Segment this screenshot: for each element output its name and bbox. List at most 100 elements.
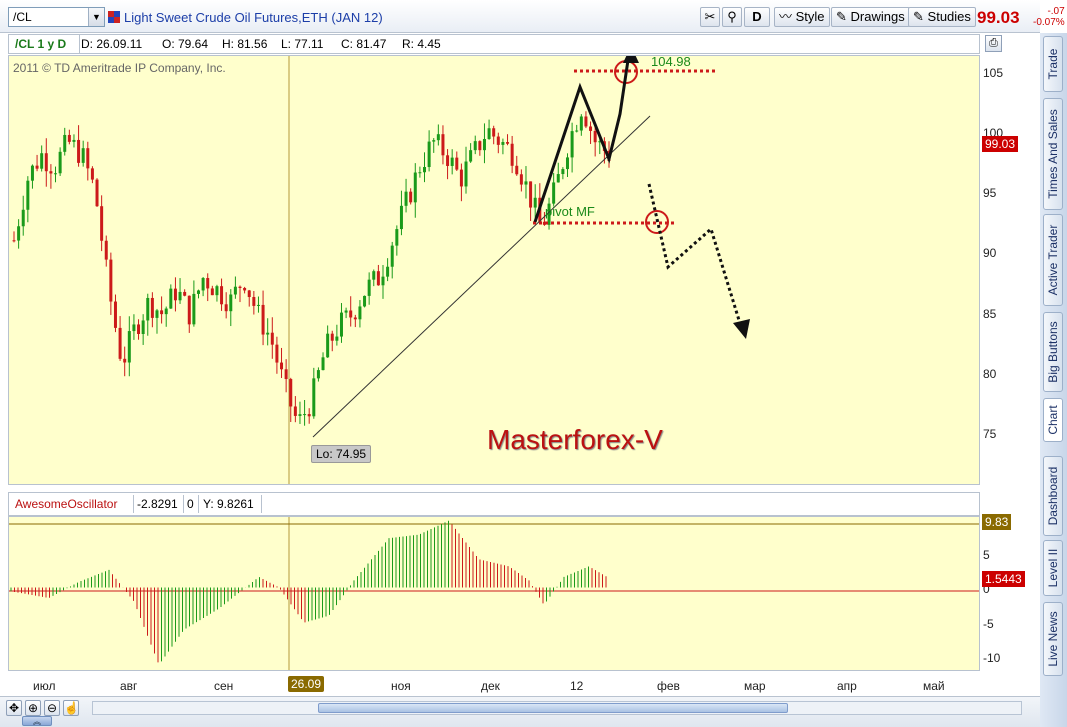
candle-body (570, 131, 574, 158)
tab-dashboard[interactable]: Dashboard (1043, 456, 1063, 536)
bar-low: L: 77.11 (281, 37, 324, 51)
candle-body (164, 308, 168, 315)
chevron-down-icon[interactable]: ▼ (88, 8, 104, 26)
candle-body (229, 294, 233, 312)
chart-info-bar: /CL 1 y D D: 26.09.11 O: 79.64 H: 81.56 … (8, 34, 980, 54)
aggregation-button[interactable]: D (744, 7, 770, 27)
trend-line (312, 115, 651, 438)
candle-body (210, 288, 214, 296)
candle-body (529, 181, 533, 208)
time-label: дек (481, 679, 500, 693)
candle-body (238, 286, 242, 288)
tab-times-and-sales[interactable]: Times And Sales (1043, 98, 1063, 210)
candle-body (367, 279, 371, 296)
candle-body (386, 266, 390, 277)
time-label: авг (120, 679, 138, 693)
candle-body (113, 301, 117, 328)
tab-live-news[interactable]: Live News (1043, 602, 1063, 676)
candle-body (552, 182, 556, 204)
candle-body (215, 286, 219, 296)
time-label: ноя (391, 679, 411, 693)
pointer-icon[interactable]: ☝ (63, 700, 79, 716)
tab-label: Level II (1046, 548, 1060, 588)
tab-label: Live News (1046, 611, 1060, 667)
tab-trade[interactable]: Trade (1043, 36, 1063, 92)
candle-body (353, 317, 357, 320)
style-icon: 〰 (779, 9, 793, 24)
symbol-period[interactable]: /CL 1 y D (15, 37, 67, 51)
candle-body (196, 290, 200, 294)
tab-chart[interactable]: Chart (1043, 398, 1063, 442)
studies-button[interactable]: ✎ Studies (908, 7, 976, 27)
candle-body (270, 332, 274, 345)
time-label: фев (657, 679, 680, 693)
scrollbar-thumb[interactable] (318, 703, 788, 713)
candle-body (455, 157, 459, 170)
candle-body (487, 128, 491, 139)
oscillator-value: -2.8291 (137, 497, 178, 511)
oscillator-name[interactable]: AwesomeOscillator (15, 497, 118, 511)
time-label: май (923, 679, 945, 693)
candle-body (266, 332, 270, 335)
candle-body (501, 142, 505, 145)
candle-body (17, 226, 21, 241)
oscillator-plot[interactable] (8, 516, 980, 671)
tab-active-trader[interactable]: Active Trader (1043, 214, 1063, 306)
pivot-label: pivot MF (545, 204, 595, 219)
candle-body (506, 142, 510, 144)
candle-body (450, 157, 454, 166)
collapse-icon[interactable]: ︽ (22, 716, 52, 726)
candle-body (533, 197, 537, 208)
candle-body (284, 369, 288, 380)
chart-settings-icon[interactable]: ⎙ (985, 35, 1002, 52)
candle-body (141, 320, 145, 335)
search-tool-icon[interactable]: ⚲ (722, 7, 742, 27)
crosshair-tool-icon[interactable]: ✂ (700, 7, 720, 27)
candle-body (561, 169, 565, 175)
candlestick-plot[interactable] (9, 56, 980, 485)
candle-body (349, 310, 353, 318)
candle-body (358, 306, 362, 320)
oscillator-zero: 0 (187, 497, 194, 511)
price-chart[interactable]: 2011 © TD Ameritrade IP Company, Inc. 10… (8, 55, 980, 485)
style-button[interactable]: 〰 Style (774, 7, 830, 27)
candle-body (298, 414, 302, 416)
time-axis: июл авг сен 26.09 ноя дек 12 фев мар апр… (8, 672, 980, 696)
candle-body (63, 134, 67, 152)
pan-icon[interactable]: ✥ (6, 700, 22, 716)
candle-body (436, 134, 440, 141)
symbol-input[interactable]: /CL ▼ (8, 7, 105, 27)
oscillator-histogram[interactable] (9, 517, 980, 671)
symbol-value: /CL (13, 10, 32, 24)
candle-body (275, 344, 279, 363)
candle-body (446, 155, 450, 166)
tab-big-buttons[interactable]: Big Buttons (1043, 312, 1063, 392)
tick-label: -10 (983, 651, 1001, 665)
candle-body (72, 139, 76, 142)
candle-body (316, 370, 320, 379)
candle-body (547, 203, 551, 225)
candle-body (132, 324, 136, 332)
zoom-in-icon[interactable]: ⊕ (25, 700, 41, 716)
candle-body (289, 379, 293, 407)
studies-icon: ✎ (913, 9, 924, 24)
candle-body (233, 286, 237, 295)
candle-body (81, 148, 85, 163)
candle-body (169, 288, 173, 309)
drawings-button[interactable]: ✎ Drawings (831, 7, 910, 27)
candle-body (469, 150, 473, 162)
tick-label: 0 (983, 582, 990, 596)
candle-body (40, 153, 44, 169)
candle-body (21, 209, 25, 227)
oscillator-header: AwesomeOscillator -2.8291 0 Y: 9.8261 (8, 492, 980, 516)
up-arrow-head (623, 56, 639, 63)
last-price: 99.03 (977, 8, 1020, 27)
tab-level-ii[interactable]: Level II (1043, 540, 1063, 596)
candle-body (86, 148, 90, 169)
zoom-out-icon[interactable]: ⊖ (44, 700, 60, 716)
candle-body (201, 278, 205, 291)
candle-body (178, 291, 182, 301)
bar-high: H: 81.56 (222, 37, 268, 51)
candle-body (399, 205, 403, 230)
time-scrollbar[interactable] (92, 701, 1022, 715)
